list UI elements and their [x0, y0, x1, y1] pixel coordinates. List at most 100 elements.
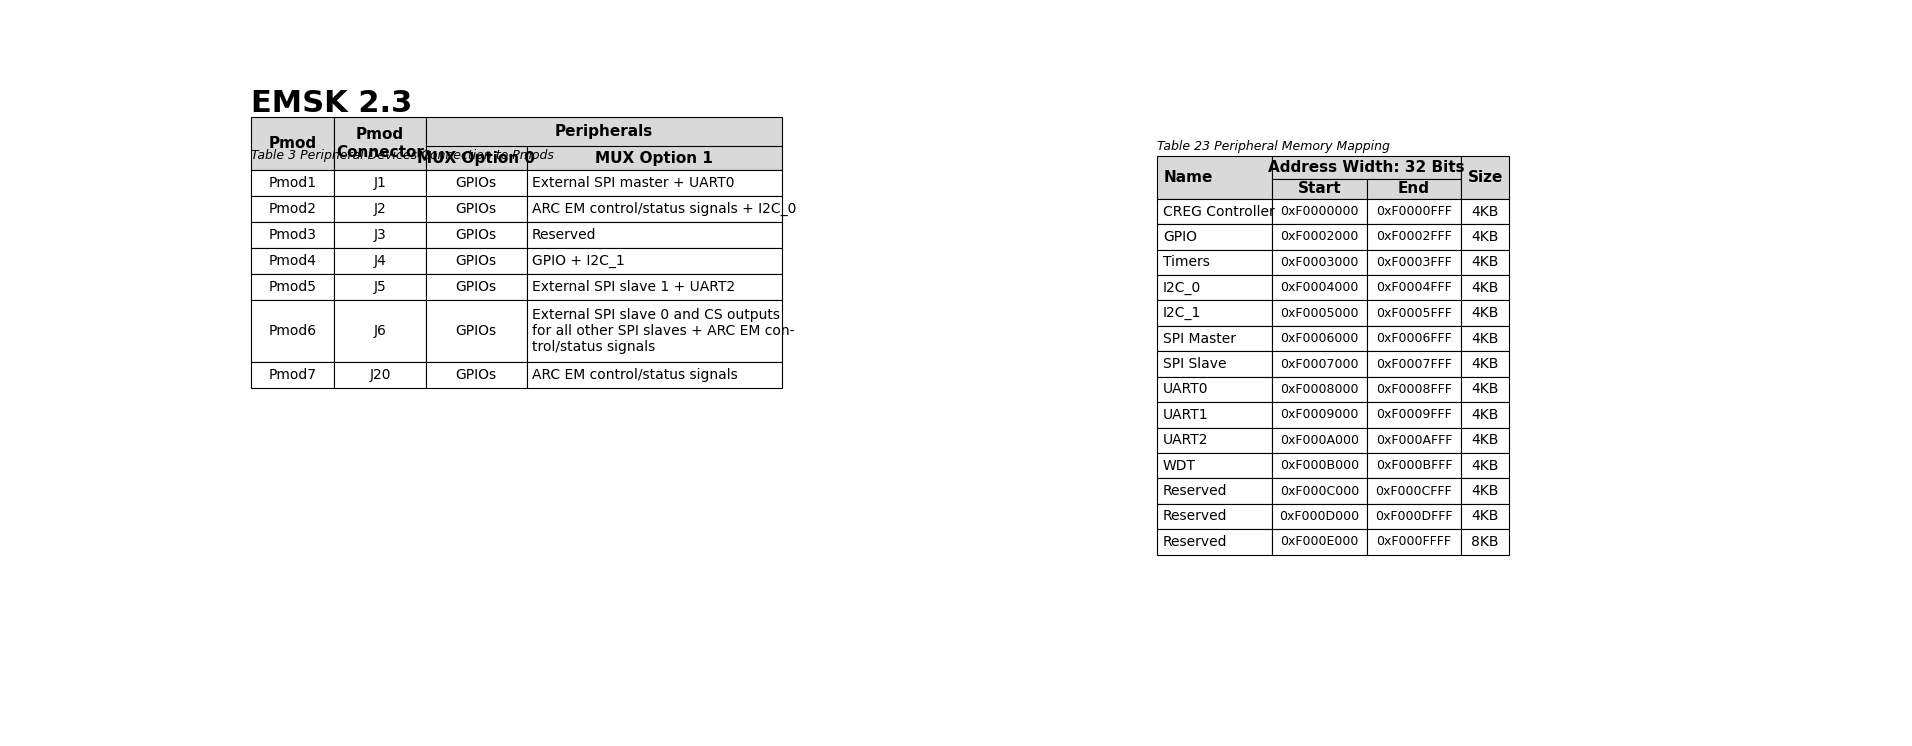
Text: CREG Controller: CREG Controller [1162, 204, 1275, 219]
Bar [426, 195, 526, 222]
Text: UART1: UART1 [1162, 408, 1208, 421]
Bar [1271, 225, 1367, 250]
Text: I2C_0: I2C_0 [1162, 280, 1201, 295]
Bar [1157, 326, 1271, 351]
Text: 0xF0007000: 0xF0007000 [1281, 357, 1359, 371]
Text: Name: Name [1164, 170, 1212, 185]
Bar [1271, 326, 1367, 351]
Text: 0xF000DFFF: 0xF000DFFF [1375, 510, 1453, 523]
Bar [250, 222, 335, 248]
Text: GPIO: GPIO [1162, 230, 1197, 244]
Bar [250, 275, 335, 301]
Text: 4KB: 4KB [1472, 306, 1499, 320]
Text: 0xF0003000: 0xF0003000 [1281, 256, 1359, 269]
Text: J3: J3 [373, 228, 386, 242]
Text: 8KB: 8KB [1472, 535, 1499, 549]
Text: 0xF0003FFF: 0xF0003FFF [1377, 256, 1451, 269]
Text: Address Width: 32 Bits: Address Width: 32 Bits [1268, 160, 1465, 175]
Text: 0xF0009FFF: 0xF0009FFF [1377, 408, 1451, 421]
Bar [250, 362, 335, 388]
Text: 4KB: 4KB [1472, 255, 1499, 269]
Bar [250, 117, 335, 169]
Text: UART0: UART0 [1162, 383, 1208, 396]
Bar [1271, 199, 1367, 225]
Text: 4KB: 4KB [1472, 230, 1499, 244]
Text: J2: J2 [373, 202, 386, 216]
Text: 0xF0008000: 0xF0008000 [1281, 383, 1359, 396]
Text: Pmod2: Pmod2 [268, 202, 317, 216]
Bar [1271, 453, 1367, 478]
Bar [1367, 377, 1461, 402]
Bar [1461, 504, 1509, 529]
Text: J6: J6 [373, 325, 386, 338]
Bar [1157, 199, 1271, 225]
Text: J20: J20 [369, 369, 390, 382]
Bar [1367, 326, 1461, 351]
Bar [426, 222, 526, 248]
Bar [1367, 301, 1461, 326]
Text: 0xF000E000: 0xF000E000 [1281, 536, 1359, 548]
Bar [1157, 156, 1271, 199]
Text: Start: Start [1298, 181, 1340, 196]
Text: 0xF0000FFF: 0xF0000FFF [1377, 205, 1451, 218]
Bar [426, 362, 526, 388]
Text: 4KB: 4KB [1472, 433, 1499, 448]
Text: 0xF0006FFF: 0xF0006FFF [1377, 332, 1451, 345]
Text: Pmod5: Pmod5 [268, 280, 317, 295]
Text: 0xF0004FFF: 0xF0004FFF [1377, 281, 1451, 294]
Bar [1367, 250, 1461, 275]
Bar [1461, 199, 1509, 225]
Bar [1367, 199, 1461, 225]
Text: 0xF0006000: 0xF0006000 [1281, 332, 1359, 345]
Text: External SPI slave 0 and CS outputs
for all other SPI slaves + ARC EM con-
trol/: External SPI slave 0 and CS outputs for … [532, 308, 795, 354]
Bar [426, 117, 782, 146]
Text: UART2: UART2 [1162, 433, 1208, 448]
Bar [1157, 478, 1271, 504]
Text: 0xF0000000: 0xF0000000 [1281, 205, 1359, 218]
Text: 0xF000AFFF: 0xF000AFFF [1377, 433, 1451, 447]
Bar [1271, 179, 1367, 199]
Bar [1461, 275, 1509, 301]
Bar [1367, 225, 1461, 250]
Bar [1271, 351, 1367, 377]
Bar [250, 195, 335, 222]
Bar [1271, 377, 1367, 402]
Text: 4KB: 4KB [1472, 280, 1499, 295]
Bar [1271, 504, 1367, 529]
Text: 0xF0005FFF: 0xF0005FFF [1377, 307, 1451, 320]
Text: EMSK 2.3: EMSK 2.3 [250, 89, 411, 118]
Text: 0xF000D000: 0xF000D000 [1279, 510, 1359, 523]
Bar [526, 169, 782, 195]
Text: External SPI slave 1 + UART2: External SPI slave 1 + UART2 [532, 280, 734, 295]
Text: GPIOs: GPIOs [455, 325, 497, 338]
Text: MUX Option 0: MUX Option 0 [417, 151, 535, 166]
Bar [1271, 156, 1461, 179]
Bar [1367, 453, 1461, 478]
Text: J5: J5 [373, 280, 386, 295]
Text: Size: Size [1468, 170, 1503, 185]
Bar [526, 275, 782, 301]
Text: Timers: Timers [1162, 255, 1210, 269]
Text: GPIOs: GPIOs [455, 202, 497, 216]
Text: J1: J1 [373, 176, 386, 189]
Text: Table 3 Peripheral Devices Connection to Pmods: Table 3 Peripheral Devices Connection to… [250, 149, 553, 162]
Text: GPIOs: GPIOs [455, 280, 497, 295]
Bar [1157, 529, 1271, 554]
Bar [250, 169, 335, 195]
Text: Pmod7: Pmod7 [268, 369, 317, 382]
Bar [1367, 504, 1461, 529]
Bar [1461, 402, 1509, 427]
Bar [1271, 402, 1367, 427]
Text: Reserved: Reserved [532, 228, 597, 242]
Bar [426, 146, 526, 169]
Bar [1271, 301, 1367, 326]
Bar [335, 248, 426, 275]
Text: 0xF000A000: 0xF000A000 [1279, 433, 1359, 447]
Bar [1367, 478, 1461, 504]
Bar [526, 248, 782, 275]
Bar [1157, 275, 1271, 301]
Bar [1157, 250, 1271, 275]
Bar [335, 362, 426, 388]
Text: 0xF0007FFF: 0xF0007FFF [1377, 357, 1451, 371]
Bar [1461, 301, 1509, 326]
